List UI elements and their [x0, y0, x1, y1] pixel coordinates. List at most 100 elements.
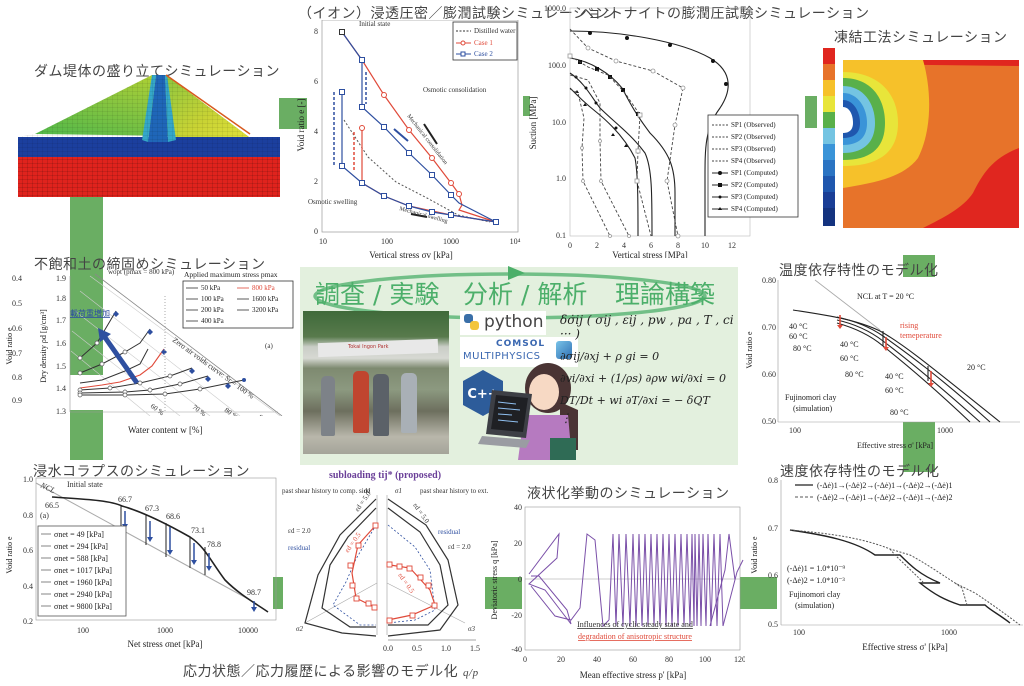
connector-bar-osmotic	[279, 98, 307, 129]
svg-text:90 %: 90 %	[257, 413, 274, 416]
svg-text:σ1: σ1	[364, 487, 371, 495]
title-bentonite: ベントナイトの膨潤圧試験シミュレーション	[580, 6, 870, 22]
svg-text:40: 40	[514, 503, 522, 512]
python-icon-blue	[464, 314, 473, 323]
svg-text:100: 100	[789, 426, 801, 435]
svg-text:1.6: 1.6	[56, 339, 66, 348]
svg-text:-20: -20	[511, 611, 522, 620]
svg-text:0.5: 0.5	[412, 644, 422, 653]
svg-text:25: 25	[182, 415, 190, 416]
temperature-annot-material: Fujinomori clay	[785, 393, 836, 402]
svg-text:0.7: 0.7	[768, 524, 778, 533]
rate-legend: (-Δė)1→(-Δė)2→(-Δė)1→(-Δė)2→(-Δė)1 (-Δė)…	[795, 481, 952, 502]
svg-text:εd = 2.0: εd = 2.0	[448, 543, 471, 551]
svg-text:Distilled water: Distilled water	[474, 27, 516, 35]
svg-text:100.0: 100.0	[548, 61, 566, 70]
svg-text:1000: 1000	[941, 628, 957, 637]
collapse-xlabel: Net stress σnet [kPa]	[127, 639, 202, 649]
svg-text:67.3: 67.3	[145, 504, 159, 513]
svg-text:40: 40	[593, 655, 601, 664]
rate-ylabel: Void ratio e	[750, 536, 759, 574]
svg-text:0.0: 0.0	[383, 644, 393, 653]
svg-text:(simulation): (simulation)	[793, 404, 832, 413]
svg-text:98.7: 98.7	[247, 588, 261, 597]
svg-text:8: 8	[314, 27, 318, 36]
compaction-annot-zav: Zero air voids curve: Sr = 100 %	[171, 335, 256, 400]
svg-text:Applied maximum stress pmax: Applied maximum stress pmax	[184, 270, 278, 279]
osmotic-annot-initial: Initial state	[359, 20, 390, 28]
svg-text:6: 6	[649, 241, 653, 250]
equation-ellipsis: ⋮	[560, 411, 572, 425]
svg-text:1000: 1000	[157, 626, 173, 635]
svg-text:66.5: 66.5	[45, 501, 59, 510]
svg-text:0.1: 0.1	[556, 231, 566, 240]
svg-text:40 °C: 40 °C	[885, 372, 904, 381]
temperature-xlabel: Effective stress σ' [kPa]	[857, 441, 933, 450]
comsol-cube-icon	[556, 341, 572, 359]
svg-text:1000: 1000	[937, 426, 953, 435]
rate-chart: 0.8 0.7 0.6 0.5 Void ratio e 100 1000 Effect…	[750, 476, 1023, 652]
osmotic-ylabel: Void ratio e [-]	[296, 98, 306, 151]
equation-equilibrium: ∂σij/∂xj + ρ gi = 0	[560, 350, 660, 363]
svg-text:10000: 10000	[238, 626, 258, 635]
compaction-legend: Applied maximum stress pmax 50 kPa 800 k…	[182, 270, 294, 329]
researcher-illustration	[478, 363, 578, 460]
svg-text:1000.0: 1000.0	[544, 4, 566, 13]
dam-simulation-mesh	[18, 74, 280, 197]
svg-text:20: 20	[514, 539, 522, 548]
comsol-logo: COMSOL MULTIPHYSICS	[460, 337, 578, 367]
liquefaction-annot-line2: degradation of anisotropic structure	[578, 632, 692, 641]
liquefaction-annot-line1: Influences of cyclic steady state and	[577, 620, 693, 629]
svg-text:78.8: 78.8	[207, 540, 221, 549]
svg-text:100: 100	[699, 655, 711, 664]
svg-text:(a): (a)	[40, 511, 49, 520]
svg-text:SP3 (Observed): SP3 (Observed)	[731, 145, 776, 153]
title-freezing: 凍結工法シミュレーション	[834, 30, 1008, 46]
svg-text:Case 1: Case 1	[474, 39, 493, 47]
compaction-xlabel: Water content w [%]	[128, 425, 203, 435]
svg-text:σnet = 1960 [kPa]: σnet = 1960 [kPa]	[54, 578, 112, 587]
svg-text:0.2: 0.2	[23, 617, 33, 626]
svg-text:past shear history to ext. sid: past shear history to ext. side	[420, 487, 490, 495]
title-temperature: 温度依存特性のモデル化	[779, 263, 939, 279]
title-collapse: 浸水コラプスのシミュレーション	[33, 464, 250, 480]
svg-text:SP4 (Computed): SP4 (Computed)	[731, 205, 779, 213]
svg-text:80 °C: 80 °C	[793, 344, 812, 353]
svg-text:60: 60	[629, 655, 637, 664]
svg-text:SP4 (Observed): SP4 (Observed)	[731, 157, 776, 165]
svg-text:12: 12	[728, 241, 736, 250]
svg-text:73.1: 73.1	[191, 526, 205, 535]
title-osmotic: （イオン）浸透圧密／膨潤試験シミュレーション	[298, 6, 617, 22]
osmotic-annot-osmotic-swelling: Osmotic swelling	[308, 198, 358, 206]
svg-text:1.9: 1.9	[56, 274, 66, 283]
svg-text:1.8: 1.8	[56, 294, 66, 303]
svg-text:1.0: 1.0	[23, 475, 33, 484]
svg-text:(-Δė)1 = 1.0*10⁻⁹: (-Δė)1 = 1.0*10⁻⁹	[787, 564, 845, 573]
temperature-annot-rising: rising	[900, 321, 918, 330]
bentonite-legend: SP1 (Observed) SP2 (Observed) SP3 (Obser…	[707, 114, 799, 218]
svg-text:σnet = 294 [kPa]: σnet = 294 [kPa]	[54, 542, 108, 551]
svg-text:εd = 0.5: εd = 0.5	[396, 572, 416, 596]
svg-text:1.0: 1.0	[441, 644, 451, 653]
svg-text:2: 2	[595, 241, 599, 250]
svg-text:1.3: 1.3	[56, 407, 66, 416]
collapse-ylabel: Void ratio e	[5, 536, 14, 574]
connector-bar-temperature-rate	[903, 422, 935, 472]
svg-text:0.5: 0.5	[768, 620, 778, 629]
osmotic-annot-mech-consolidation: Mechanical consolidation	[405, 114, 448, 166]
title-rate: 速度依存特性のモデル化	[780, 464, 940, 480]
svg-text:0.6: 0.6	[768, 571, 778, 580]
svg-text:10⁴: 10⁴	[510, 237, 521, 246]
svg-text:σ1: σ1	[395, 487, 402, 495]
compaction-ylabel: Dry density ρd [g/cm³]	[39, 309, 48, 383]
connector-bar-bentonite	[523, 96, 530, 116]
svg-text:80 °C: 80 °C	[845, 370, 864, 379]
svg-text:100: 100	[77, 626, 89, 635]
pillar-theory: 理論構築	[615, 280, 716, 309]
svg-text:0: 0	[568, 241, 572, 250]
pillar-analysis: 分析 / 解析	[463, 280, 588, 309]
svg-text:SP3 (Computed): SP3 (Computed)	[731, 193, 779, 201]
connector-bar-liquefaction	[485, 577, 522, 609]
svg-text:0.6: 0.6	[12, 324, 22, 333]
connector-bar-collapse	[273, 577, 283, 609]
